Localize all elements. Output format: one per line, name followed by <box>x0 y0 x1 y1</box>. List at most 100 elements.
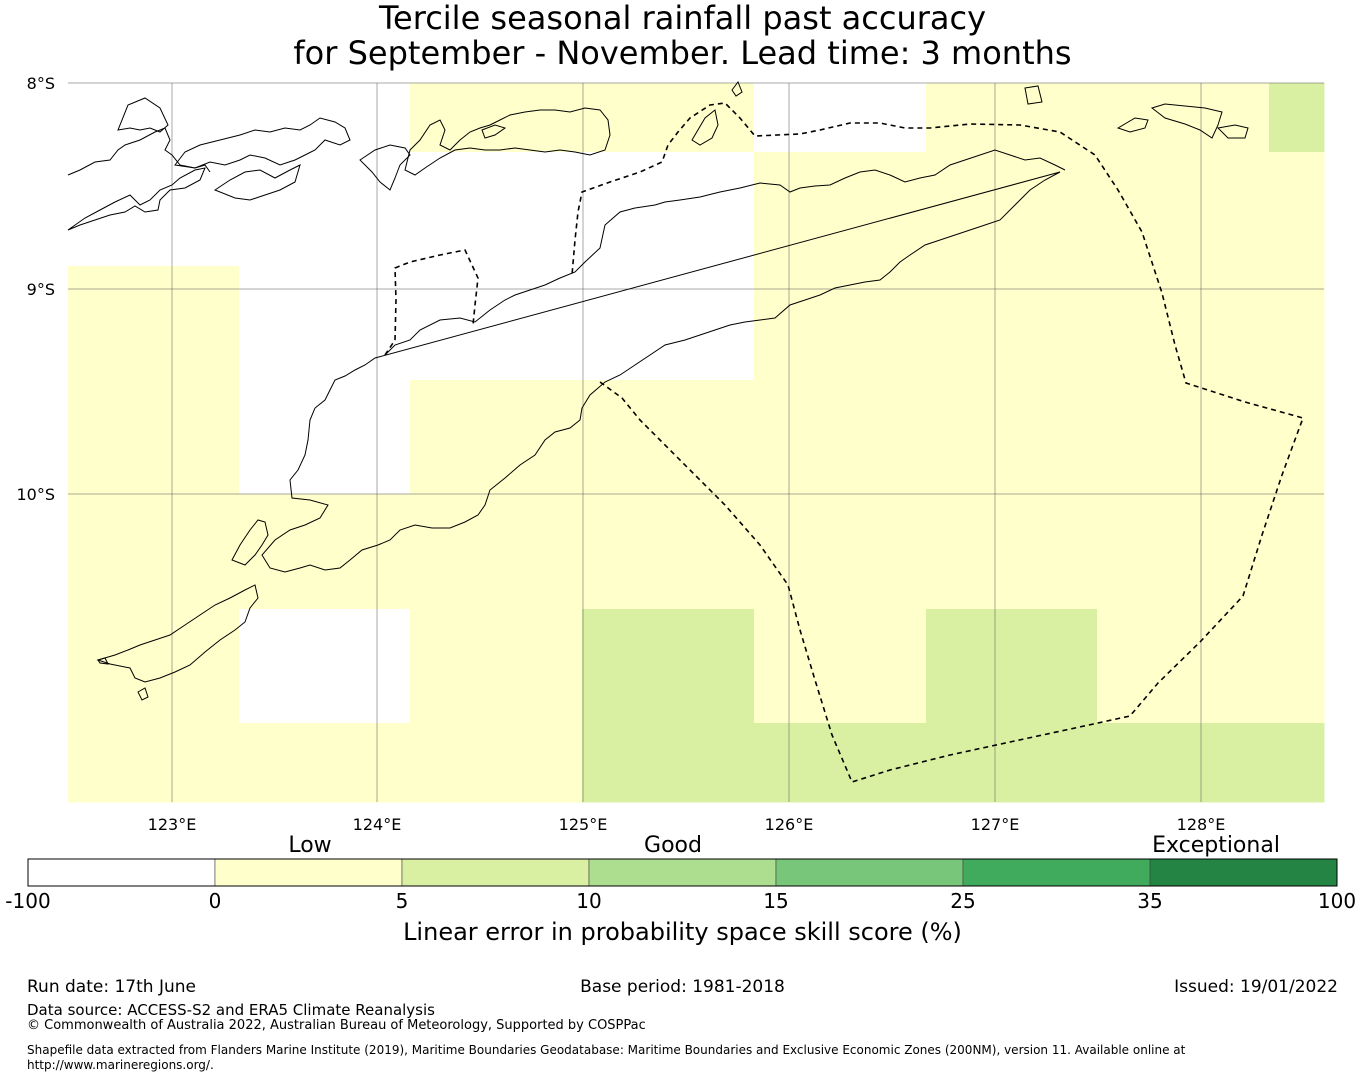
grid-cell-white <box>239 609 411 724</box>
colorbar-tick-label: 15 <box>763 889 788 913</box>
chart-title-line2: for September - November. Lead time: 3 m… <box>293 34 1072 72</box>
rote-coastline <box>96 584 259 683</box>
grid-cell-white <box>239 266 411 381</box>
grid-cell-white <box>239 152 411 267</box>
colorbar-tick-label: 0 <box>209 889 222 913</box>
liran-island <box>1024 85 1043 105</box>
colorbar-segment <box>588 858 777 887</box>
wetar-coastline <box>1116 117 1149 133</box>
grid-cell-low <box>926 494 1098 610</box>
timor-south-coast <box>261 171 1061 573</box>
grid-cell-low <box>1097 266 1270 381</box>
grid-cell-low <box>410 609 583 724</box>
grid-cell-low <box>410 494 583 610</box>
grid-cell-low <box>754 609 927 724</box>
oecusse-boundary <box>384 249 479 356</box>
grid-cell-low <box>68 723 240 803</box>
copyright: © Commonwealth of Australia 2022, Austra… <box>27 1018 646 1033</box>
colorbar-category-label: Low <box>288 833 331 858</box>
flores-west-island <box>117 97 169 133</box>
kisar-island <box>1150 103 1223 139</box>
colorbar-tick-label: -100 <box>5 889 50 913</box>
colorbar-tick-label: 10 <box>576 889 601 913</box>
latitude-label: 9°S <box>27 280 55 299</box>
issued-date: Issued: 19/01/2022 <box>1174 977 1338 997</box>
grid-cell-white <box>239 83 411 153</box>
grid-cell-low <box>68 380 240 495</box>
grid-cell-low <box>754 152 927 267</box>
grid-cell-low <box>1269 152 1325 267</box>
grid-cell-low <box>926 152 1098 267</box>
grid-cell-white <box>582 266 755 381</box>
shapefile-attribution-line1: Shapefile data extracted from Flanders M… <box>27 1043 1186 1057</box>
grid-cell-low <box>239 494 411 610</box>
grid-cell-low <box>410 380 583 495</box>
grid-cell-low <box>1097 609 1270 724</box>
grid-cell-white <box>239 380 411 495</box>
longitude-label: 124°E <box>353 815 402 834</box>
grid-cell-low <box>1269 380 1325 495</box>
grid-cell-white <box>68 152 240 267</box>
longitude-label: 127°E <box>971 815 1020 834</box>
ndana-island <box>137 687 149 701</box>
lembata-coastline <box>359 144 411 191</box>
longitude-label: 123°E <box>148 815 197 834</box>
shapefile-attribution-line2: http://www.marineregions.org/. <box>27 1058 214 1072</box>
grid-cell-low <box>410 83 583 153</box>
chart-title-line1: Tercile seasonal rainfall past accuracy <box>378 0 987 37</box>
grid-cell-low <box>1269 609 1325 724</box>
ndao-island <box>97 657 109 665</box>
grid-cell-low <box>1269 266 1325 381</box>
grid-cell-low <box>1097 494 1270 610</box>
grid-cell-low <box>1269 494 1325 610</box>
adonara-coastline <box>213 164 301 201</box>
colorbar-label: Linear error in probability space skill … <box>403 918 962 946</box>
grid-cell-low <box>1097 83 1270 153</box>
pantar-coastline <box>404 107 611 176</box>
grid-cell-good <box>582 723 755 803</box>
colorbar-category-label: Exceptional <box>1152 833 1280 858</box>
latitude-label: 8°S <box>27 74 55 93</box>
colorbar-segment <box>962 858 1151 887</box>
colorbar-segment <box>214 858 403 887</box>
colorbar-category-label: Good <box>644 833 702 858</box>
grid-cell-good <box>926 609 1098 724</box>
grid-cell-low <box>582 380 755 495</box>
atauro-island <box>691 109 719 146</box>
colorbar-segment <box>27 858 216 887</box>
grid-cell-low <box>926 266 1098 381</box>
wetar-south-fragment <box>731 80 743 97</box>
grid-cell-low <box>1097 380 1270 495</box>
grid-cell-good <box>754 723 927 803</box>
grid-cell-good <box>582 609 755 724</box>
grid-cell-low <box>68 494 240 610</box>
longitude-label: 126°E <box>765 815 814 834</box>
grid-cell-low <box>582 83 755 153</box>
colorbar-tick-label: 5 <box>396 889 409 913</box>
graticule <box>68 82 1324 802</box>
grid-cell-good <box>1097 723 1270 803</box>
colorbar-tick-label: 35 <box>1137 889 1162 913</box>
grid-cell-low <box>1097 152 1270 267</box>
grid-cell-low <box>410 723 583 803</box>
run-date: Run date: 17th June <box>27 977 196 997</box>
colorbar: -100 0 5 10 15 25 35 100 Low Good Exceptional <box>5 833 1356 913</box>
grid-cell-good <box>926 723 1098 803</box>
colorbar-tick-label: 25 <box>950 889 975 913</box>
grid-cell-low <box>926 83 1098 153</box>
longitude-label: 125°E <box>559 815 608 834</box>
grid-cell-white <box>410 266 583 381</box>
grid-cell-low <box>239 723 411 803</box>
grid-cell-low <box>926 380 1098 495</box>
alor-coastline <box>481 124 507 139</box>
latitude-label: 10°S <box>16 485 55 504</box>
grid-cell-low <box>68 266 240 381</box>
grid-cell-low <box>754 380 927 495</box>
maritime-boundaries <box>384 102 1305 783</box>
leti-island <box>1216 124 1249 139</box>
coastlines <box>67 80 1249 701</box>
grid-cell-good <box>1269 723 1325 803</box>
colorbar-outline <box>27 858 1338 887</box>
timor-north-coast <box>384 149 1066 356</box>
